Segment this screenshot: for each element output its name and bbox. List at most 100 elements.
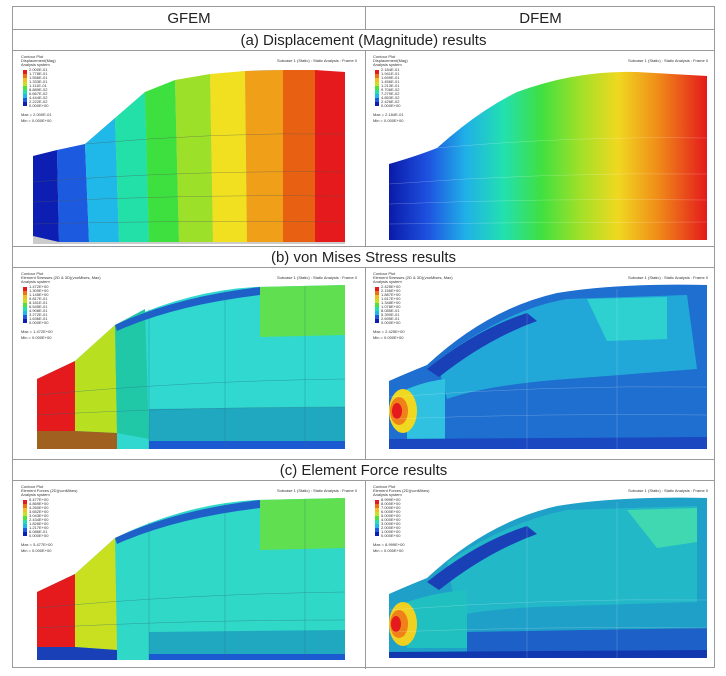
legend-value: 2.425E+00 — [381, 284, 401, 289]
legend-value: 8.085E-01 — [381, 308, 400, 313]
max-value: Max = 2.000E-01 — [21, 112, 52, 117]
legend-colorbar — [23, 70, 27, 106]
legend-value: 3.043E+00 — [29, 513, 49, 518]
panel-vonmises-dfem: Contour Plot Element Stresses (2D & 3D)(v… — [367, 269, 714, 457]
contour-system: Analysis system — [21, 62, 50, 67]
column-header-gfem: GFEM — [167, 9, 211, 27]
contour-system: Analysis system — [373, 62, 402, 67]
legend-value: 2.434E+00 — [29, 517, 49, 522]
figure-table: GFEM DFEM (a) Displacement (Magnitude) r… — [12, 6, 715, 669]
contour-result-type: Displacement(Mag) — [21, 58, 56, 63]
legend-value: 1.556E-01 — [29, 75, 48, 80]
legend-value: 7.000E+00 — [381, 505, 401, 510]
legend-value: 4.000E+00 — [381, 517, 401, 522]
max-value: Max = 1.472E+00 — [21, 329, 53, 334]
legend-value: 3.000E+00 — [381, 521, 401, 526]
max-value: Max = 2.425E+00 — [373, 329, 405, 334]
contour-title: Contour Plot — [373, 484, 396, 489]
row-c-column-divider — [365, 480, 366, 669]
row-b-bottom-divider — [13, 459, 714, 460]
contour-title: Contour Plot — [373, 54, 396, 59]
contour-result-type: Displacement(Mag) — [373, 58, 408, 63]
legend-value: 8.889E-02 — [29, 87, 48, 92]
panel-displacement-gfem: Contour Plot Displacement(Mag) Analysis sy… — [15, 52, 363, 244]
legend-colorbar — [375, 287, 379, 323]
contour-result-type: Element Forces (2D)(vonMises) — [373, 488, 430, 493]
subcase-label: Subcase 1 (Static) : Static Analysis : F… — [628, 488, 709, 493]
legend-value: 1.078E+00 — [381, 304, 401, 309]
legend-value: 1.941E-01 — [381, 71, 400, 76]
legend-value: 1.699E-01 — [381, 75, 400, 80]
legend-value: 2.156E+00 — [381, 288, 401, 293]
legend-value: 2.426E-02 — [381, 99, 400, 104]
legend-value: 9.817E-01 — [29, 296, 48, 301]
legend-value: 3.272E-01 — [29, 312, 48, 317]
legend-value: 1.000E+00 — [381, 529, 401, 534]
legend-value: 1.111E-01 — [29, 83, 48, 88]
subcase-label: Subcase 1 (Static) : Static Analysis : F… — [628, 58, 709, 63]
row-b-column-divider — [365, 267, 366, 459]
contour-system: Analysis system — [21, 492, 50, 497]
legend-value: 5.477E+00 — [29, 497, 49, 502]
legend-value: 4.260E+00 — [29, 505, 49, 510]
row-a-column-divider — [365, 50, 366, 246]
legend-value: 1.309E+00 — [29, 288, 49, 293]
header-divider — [13, 29, 714, 30]
legend-colorbar — [23, 287, 27, 323]
legend-value: 8.181E-01 — [29, 300, 48, 305]
legend-value: 8.000E+00 — [381, 501, 401, 506]
legend-value: 4.869E+00 — [29, 501, 49, 506]
section-a-divider — [13, 50, 714, 51]
max-value: Max = 5.477E+00 — [21, 542, 53, 547]
min-value: Min = 0.000E+00 — [373, 335, 404, 340]
legend-value: 0.000E+00 — [29, 103, 49, 108]
contour-result-type: Element Forces (2D)(vonMises) — [21, 488, 78, 493]
legend-value: 1.617E+00 — [381, 296, 401, 301]
legend-value: 1.213E-01 — [381, 83, 400, 88]
legend-value: 6.545E-01 — [29, 304, 48, 309]
legend-value: 3.652E+00 — [29, 509, 49, 514]
section-title-c: (c) Element Force results — [279, 461, 448, 479]
contour-result-type: Element Stresses (2D & 3D)(vonMises, Max… — [373, 275, 453, 280]
contour-title: Contour Plot — [373, 271, 396, 276]
panel-displacement-dfem: Contour Plot Displacement(Mag) Analysis sy… — [367, 52, 714, 244]
legend-value: 8.999E+00 — [381, 497, 401, 502]
legend-value: 2.695E-01 — [381, 316, 400, 321]
subcase-label: Subcase 1 (Static) : Static Analysis : F… — [277, 275, 358, 280]
panel-elementforce-gfem: Contour Plot Element Forces (2D)(vonMises… — [15, 482, 363, 667]
panel-vonmises-gfem: Contour Plot Element Stresses (2D & 3D)(v… — [15, 269, 363, 457]
legend-value: 7.279E-02 — [381, 91, 400, 96]
legend-value: 4.853E-02 — [381, 95, 400, 100]
legend-value: 1.217E+00 — [29, 525, 49, 530]
contour-title: Contour Plot — [21, 484, 44, 489]
legend-value: 9.706E-02 — [381, 87, 400, 92]
legend-value: 0.000E+00 — [29, 533, 49, 538]
legend-value: 4.908E-01 — [29, 308, 48, 313]
min-value: Min = 0.000E+00 — [21, 335, 52, 340]
contour-system: Analysis system — [373, 492, 402, 497]
legend-value: 6.086E-01 — [29, 529, 48, 534]
panel-elementforce-dfem: Contour Plot Element Forces (2D)(vonMises… — [367, 482, 714, 667]
legend-value: 5.000E+00 — [381, 513, 401, 518]
legend-value: 4.444E-02 — [29, 95, 48, 100]
subcase-label: Subcase 1 (Static) : Static Analysis : F… — [277, 58, 358, 63]
legend-value: 2.222E-02 — [29, 99, 48, 104]
legend-value: 0.000E+00 — [381, 103, 401, 108]
legend-value: 0.000E+00 — [381, 320, 401, 325]
subcase-label: Subcase 1 (Static) : Static Analysis : F… — [277, 488, 358, 493]
legend-colorbar — [23, 500, 27, 536]
section-b-divider — [13, 267, 714, 268]
legend-value: 2.000E+00 — [381, 525, 401, 530]
contour-system: Analysis system — [373, 279, 402, 284]
legend-value: 1.456E-01 — [381, 79, 400, 84]
contour-title: Contour Plot — [21, 54, 44, 59]
legend-value: 0.000E+00 — [29, 320, 49, 325]
legend-value: 1.348E+00 — [381, 300, 401, 305]
legend-colorbar — [375, 500, 379, 536]
section-title-b: (b) von Mises Stress results — [270, 248, 457, 266]
legend-value: 2.184E-01 — [381, 67, 400, 72]
legend-value: 1.333E-01 — [29, 79, 48, 84]
legend-value: 2.000E-01 — [29, 67, 48, 72]
legend-value: 1.778E-01 — [29, 71, 48, 76]
contour-result-type: Element Stresses (2D & 3D)(vonMises, Max… — [21, 275, 101, 280]
